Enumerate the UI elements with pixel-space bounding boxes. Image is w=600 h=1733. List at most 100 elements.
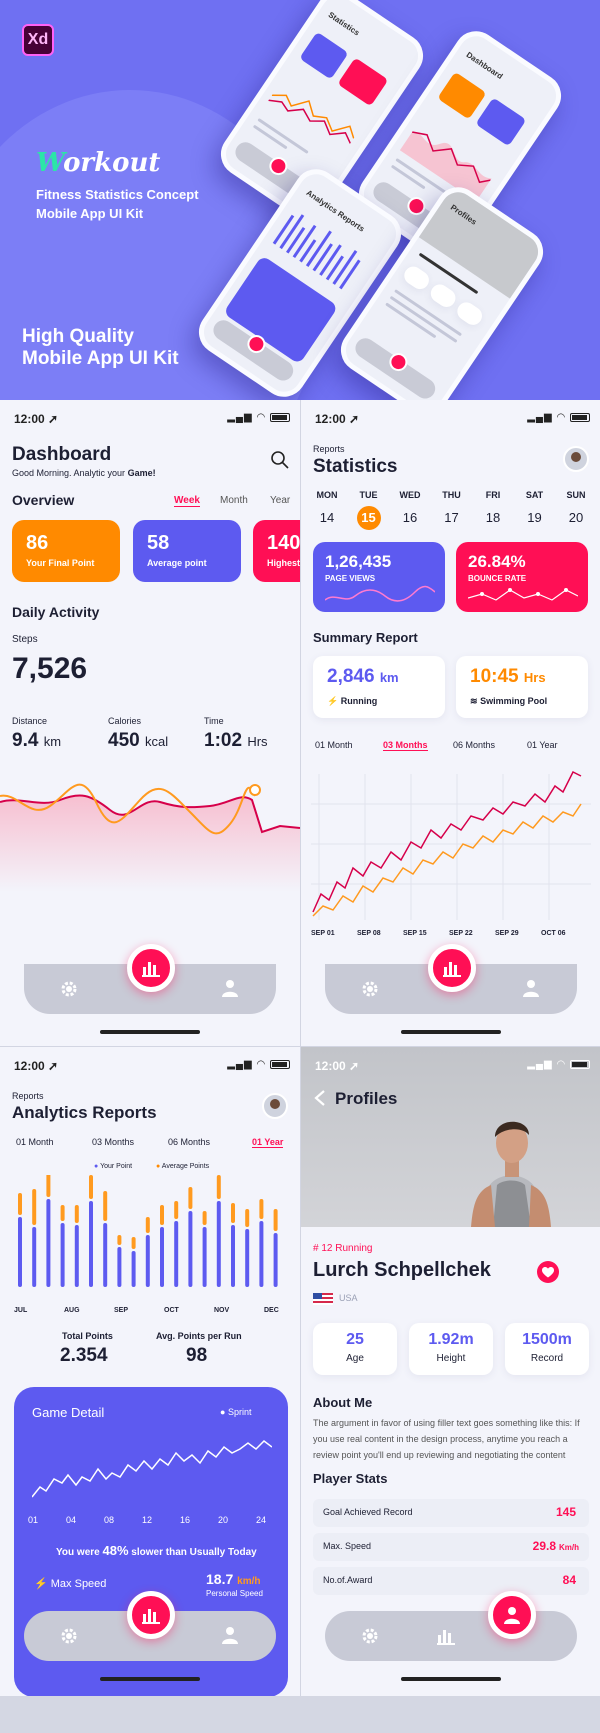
profile-icon[interactable] [523,979,539,997]
calories-value: 450 kcal [108,730,169,751]
battery-icon [270,412,290,422]
tab-month[interactable]: Month [220,495,248,506]
xd-logo: Xd [22,24,54,56]
back-arrow-icon[interactable] [313,1089,327,1107]
average-point-bar [46,1175,51,1197]
player-name: Lurch Schpellchek [313,1259,491,1281]
gear-icon[interactable] [60,1627,78,1645]
range-01-month[interactable]: 01 Month [16,1137,54,1147]
your-point-bar [174,1221,179,1287]
x-tick-label: OCT 06 [541,930,566,937]
your-point-bar [188,1211,193,1287]
swimming-summary[interactable]: 10:45 Hrs ≋ Swimming Pool [456,656,588,718]
activity-chart [0,783,300,892]
day-name: FRI [485,490,501,500]
mini-phone-dashboard: Dashboard [350,22,570,268]
range-06-months[interactable]: 06 Months [453,740,496,750]
running-summary[interactable]: 2,846 km ⚡ Running [313,656,445,718]
your-point-bar [46,1199,51,1287]
bar-chart-icon [142,962,160,977]
status-time: 12:00 ➚ [14,1059,59,1073]
your-point-bar [60,1223,65,1287]
average-point-bar [231,1203,235,1223]
greeting: Good Morning. Analytic your Game! [12,468,156,478]
home-indicator [100,1030,200,1034]
status-time: 12:00 ➚ [315,412,360,426]
status-icons: ▂▄▆ ◠ [527,1059,590,1070]
day-number[interactable]: 17 [444,510,459,525]
gear-icon[interactable] [361,980,379,998]
stats-fab-button[interactable] [127,1591,175,1639]
running-icon: ⚡ [34,1578,48,1590]
average-point-card[interactable]: 58 Average point [133,520,241,582]
summary-heading: Summary Report [313,630,418,645]
x-tick-label: SEP 22 [449,930,473,937]
range-03-months[interactable]: 03 Months [92,1137,135,1147]
stat-row: No.of.Award 84 [313,1567,589,1595]
game-x-tick: 04 [66,1515,77,1525]
calories-label: Calories [108,716,142,726]
time-value: 1:02 Hrs [204,730,268,751]
game-x-tick: 08 [104,1515,115,1525]
day-number[interactable]: 20 [568,510,584,525]
tab-year[interactable]: Year [270,495,291,506]
search-icon[interactable] [270,450,290,470]
hero-subtitle: Fitness Statistics Concept Mobile App UI … [36,187,199,221]
legend-average-points: ● Average Points [156,1163,210,1170]
bar-chart-icon[interactable] [437,1627,455,1645]
day-number[interactable]: 18 [485,510,501,525]
profile-fab-button[interactable] [488,1591,536,1639]
favorite-button[interactable] [537,1261,559,1283]
mini-phone-analytics: Analytics Reports [190,160,410,400]
chart-marker [249,784,261,796]
profile-icon[interactable] [222,1626,238,1644]
day-number[interactable]: 15 [356,506,381,530]
stat-row: Max. Speed 29.8 Km/h [313,1533,589,1561]
avatar[interactable] [563,446,589,472]
avatar[interactable] [262,1093,288,1119]
range-06-months[interactable]: 06 Months [168,1137,211,1147]
battery-icon [570,412,590,422]
gear-icon[interactable] [361,1627,379,1645]
avg-points-value: 98 [186,1345,208,1366]
range-01-month[interactable]: 01 Month [315,740,353,750]
day-number[interactable]: 19 [527,510,542,525]
bounce-rate-card[interactable]: 26.84% BOUNCE RATE [456,542,588,612]
stats-fab-button[interactable] [127,944,175,992]
time-label: Time [204,716,224,726]
statistics-screen: 12:00 ➚ ▂▄▆ ◠ Reports Statistics MON 14 TU… [300,400,600,1050]
range-01-year[interactable]: 01 Year [527,740,558,750]
daily-activity-heading: Daily Activity [12,604,100,620]
stats-fab-button[interactable] [428,944,476,992]
range-01-year[interactable]: 01 Year [252,1137,284,1148]
profile-icon[interactable] [222,979,238,997]
brand-logo: Workout [36,148,161,178]
day-number[interactable]: 14 [319,510,335,525]
speed-value: 18.7 km/h [206,1571,261,1587]
gear-icon[interactable] [60,980,78,998]
game-x-tick: 20 [218,1515,229,1525]
day-name: MON [316,490,338,500]
day-number[interactable]: 16 [402,510,418,525]
home-indicator [401,1030,501,1034]
final-point-card[interactable]: 86 Your Final Point [12,520,120,582]
page-title: Analytics Reports [12,1103,157,1122]
your-point-bar [259,1221,264,1287]
overview-heading: Overview [12,492,75,508]
your-point-bar [245,1229,250,1287]
your-point-bar [117,1247,122,1287]
highest-point-card[interactable]: 140 Highest [253,520,300,582]
legend-your-point: ● Your Point [94,1163,133,1170]
bar-chart-icon [443,962,461,977]
metric-age: 25 Age [313,1323,397,1375]
your-point-bar [18,1217,22,1287]
average-point-bar [74,1205,79,1223]
sprint-tag: ● Sprint [220,1407,252,1417]
game-x-tick: 24 [256,1515,267,1525]
profile-hero-photo [301,1047,600,1227]
page-views-card[interactable]: 1,26,435 PAGE VIEWS [313,542,445,612]
range-03-months[interactable]: 03 Months [383,740,428,751]
tab-week[interactable]: Week [174,495,200,507]
reports-kicker: Reports [313,444,345,454]
stat-value: 29.8 Km/h [532,1539,579,1553]
